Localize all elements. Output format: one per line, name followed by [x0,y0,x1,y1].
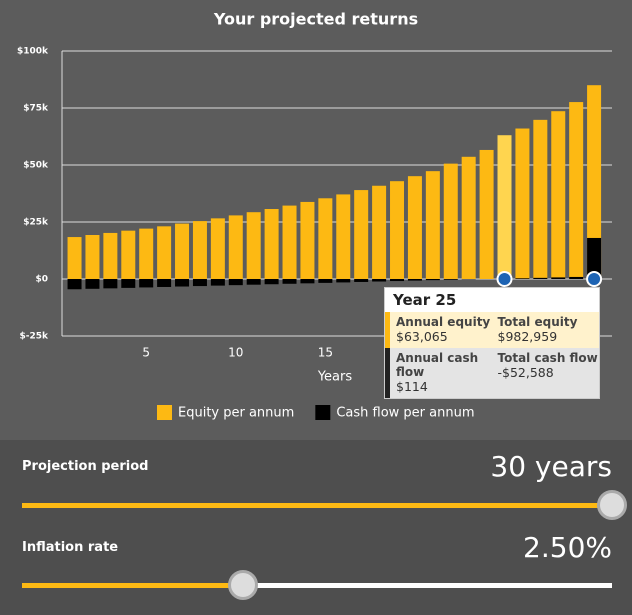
bar [300,201,315,279]
bar [390,279,405,282]
bar [121,279,136,288]
slider-fill [22,503,612,508]
bar [336,194,351,279]
tooltip-label: Total cash flow [497,351,598,365]
y-tick-label: $75k [23,104,49,114]
x-tick-label: 5 [142,346,150,360]
slider-fill [22,583,243,588]
bar [103,279,118,289]
bar [407,176,422,279]
control-label: Projection period [22,459,149,474]
x-axis-label: Years [317,370,353,385]
bar [210,279,225,286]
bar [264,279,279,285]
legend-label: Equity per annum [178,406,294,421]
bar [192,279,207,287]
slider[interactable] [22,490,627,520]
chart-title: Your projected returns [213,10,418,29]
bar [175,279,190,287]
bar [515,128,530,279]
tooltip-value: $63,065 [396,329,448,344]
bar [228,279,243,286]
bar [67,237,82,279]
bar [157,279,172,287]
bar [103,232,118,279]
tooltip-row: Annual equity $63,065 Total equity $982,95… [385,312,599,348]
legend-label: Cash flow per annum [336,406,474,421]
slider-knob[interactable] [597,490,627,520]
bar [354,279,369,282]
bar [246,279,261,285]
bar [157,226,172,279]
bar [228,215,243,279]
slider[interactable] [22,570,612,600]
tooltip-value: $982,959 [497,329,558,344]
bar [551,111,566,279]
bar [139,228,154,279]
chart: Your projected returns Years $-25k $0 $25k… [17,10,612,421]
bar [246,212,261,279]
controls: Projection period 30 years Inflation rat… [0,440,632,615]
bar [479,149,494,279]
bar [551,277,566,279]
bar [192,221,207,279]
bar [569,276,584,279]
bar [372,279,387,282]
y-tick-label: $0 [35,275,48,285]
bar [336,279,351,283]
tooltip-label: Annual cash flow [396,351,479,379]
bar [533,119,548,279]
bar [175,223,190,279]
bar [318,279,333,283]
bar [67,279,82,290]
bar [533,277,548,279]
y-tick-label: $25k [23,218,49,228]
bar [497,135,512,279]
bar [461,156,476,279]
control-label: Inflation rate [22,540,119,555]
y-tick-label: $50k [23,161,49,171]
bar [354,190,369,279]
bar [587,237,602,279]
bar [407,279,422,281]
bar [443,279,458,280]
tooltip-value: -$52,588 [497,365,554,380]
bar [318,198,333,279]
legend-swatch [157,405,172,420]
marker [586,271,603,287]
bar [282,279,297,284]
bar [515,278,530,279]
tooltip-label: Total equity [497,315,578,329]
tooltip: Year 25 Annual equity $63,065 Total equit… [384,287,600,399]
bar [282,205,297,279]
tooltip-value: $114 [396,379,428,394]
bar [390,181,405,279]
bar [443,163,458,279]
control-value: 30 years [490,450,612,483]
slider-knob[interactable] [228,570,258,600]
bar [85,279,100,289]
legend-swatch [315,405,331,420]
bar [210,218,225,279]
marker [496,271,513,287]
tooltip-label: Annual equity [396,315,491,329]
tooltip-title: Year 25 [393,291,457,309]
x-tick-label: 10 [228,346,243,360]
bar [372,185,387,279]
bar [300,279,315,284]
tooltip-row: Annual cash flow $114 Total cash flow -$52… [385,348,599,398]
y-tick-label: $100k [17,47,49,57]
x-tick-label: 15 [318,346,333,360]
bar [587,85,602,279]
bar [569,102,584,280]
bar [264,209,279,279]
y-tick-label: $-25k [19,332,49,342]
control-value: 2.50% [523,531,612,564]
bar [425,279,440,281]
bar [121,230,136,279]
bar [139,279,154,288]
bar [85,234,100,279]
bar [425,171,440,279]
